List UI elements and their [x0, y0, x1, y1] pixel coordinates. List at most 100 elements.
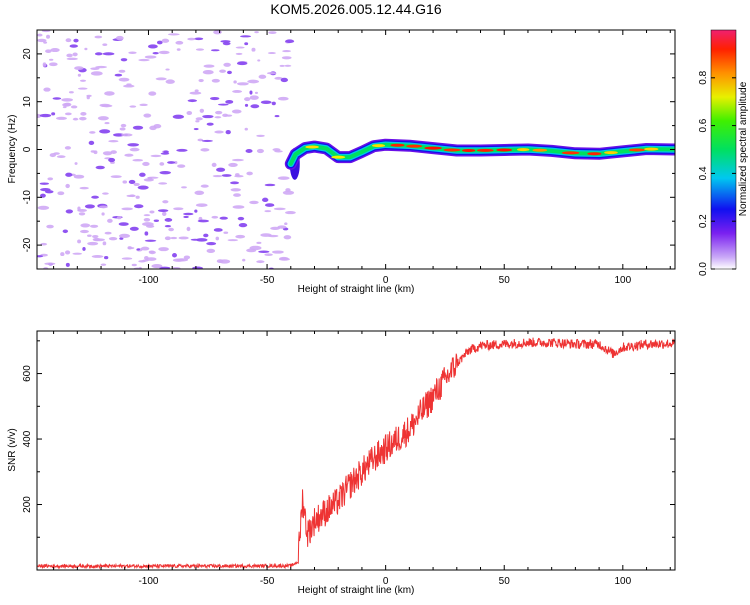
- noise-speckle: [194, 190, 205, 195]
- noise-speckle: [119, 237, 124, 240]
- snr-y-label: SNR (v/v): [7, 428, 18, 471]
- noise-speckle: [148, 91, 157, 96]
- noise-speckle: [77, 239, 82, 244]
- noise-speckle: [213, 30, 222, 35]
- noise-speckle: [164, 236, 171, 241]
- spectrogram-x-ticks: -100 -50 0 50 100: [53, 30, 671, 286]
- ridge-peak: [496, 148, 513, 152]
- noise-speckle: [124, 153, 134, 157]
- noise-speckle: [192, 266, 203, 269]
- noise-speckle: [211, 215, 219, 219]
- ridge-peak: [305, 145, 319, 149]
- noise-speckle: [64, 250, 71, 255]
- noise-speckle: [126, 194, 136, 198]
- noise-speckle: [77, 73, 81, 77]
- noise-speckle: [74, 66, 84, 71]
- snr-panel: -100 -50 0 50 100 200 400 600 Height of straig…: [7, 330, 676, 596]
- noise-speckle: [283, 235, 292, 240]
- noise-speckle: [256, 134, 265, 137]
- noise-speckle: [210, 96, 220, 101]
- noise-speckle: [108, 140, 119, 143]
- noise-speckle: [159, 170, 172, 175]
- noise-speckle: [223, 62, 231, 67]
- ridge-peak: [604, 151, 618, 155]
- noise-speckle: [64, 112, 72, 116]
- noise-speckle: [233, 80, 237, 84]
- noise-speckle: [68, 91, 74, 94]
- noise-speckle: [40, 242, 48, 246]
- noise-speckle: [80, 111, 87, 116]
- noise-speckle: [284, 222, 288, 226]
- ridge-peak: [424, 146, 442, 150]
- noise-speckle: [128, 51, 137, 55]
- noise-speckle: [148, 250, 155, 253]
- ridge-peak: [587, 152, 602, 156]
- noise-speckle: [211, 78, 220, 83]
- noise-speckle: [151, 263, 163, 269]
- noise-speckle: [165, 68, 170, 71]
- noise-speckle: [77, 206, 81, 211]
- noise-speckle: [264, 183, 276, 187]
- y-tick-label: -20: [22, 237, 33, 252]
- spectrogram-marks: [37, 30, 675, 269]
- noise-speckle: [139, 103, 148, 107]
- noise-speckle: [162, 200, 169, 204]
- noise-speckle: [167, 33, 180, 36]
- noise-speckle: [80, 223, 91, 228]
- noise-speckle: [120, 123, 127, 128]
- noise-speckle: [215, 110, 223, 115]
- y-tick-label: 200: [22, 496, 33, 513]
- noise-speckle: [256, 148, 264, 154]
- noise-speckle: [86, 94, 92, 97]
- chart-title: KOM5.2026.005.12.44.G16: [270, 1, 441, 17]
- noise-speckle: [211, 162, 217, 168]
- noise-speckle: [249, 95, 259, 100]
- noise-speckle: [250, 104, 260, 109]
- noise-speckle: [163, 150, 169, 154]
- noise-speckle: [70, 105, 78, 109]
- noise-speckle: [137, 185, 149, 190]
- ridge-peak: [628, 148, 646, 152]
- noise-speckle: [258, 250, 270, 254]
- noise-speckle: [279, 64, 285, 67]
- noise-speckle: [178, 236, 189, 240]
- ridge-peak: [443, 148, 461, 152]
- spectrogram-y-ticks: -20 -10 0 10 20: [22, 29, 675, 270]
- noise-speckle: [62, 229, 69, 234]
- noise-speckle: [262, 197, 269, 203]
- noise-speckle: [214, 130, 224, 134]
- noise-speckle: [94, 35, 103, 39]
- noise-speckle: [146, 257, 157, 261]
- noise-speckle: [268, 31, 277, 34]
- ridge-peak: [331, 155, 346, 159]
- noise-speckle: [202, 114, 214, 119]
- noise-speckle: [133, 182, 140, 187]
- noise-speckle: [222, 41, 231, 46]
- noise-speckle: [244, 42, 249, 46]
- colorbar-tick-label: 0.8: [698, 70, 709, 84]
- noise-speckle: [128, 179, 136, 184]
- noise-speckle: [175, 40, 184, 45]
- ridge-green-band: [288, 142, 675, 166]
- noise-speckle: [80, 229, 89, 234]
- noise-speckle: [235, 234, 246, 239]
- noise-speckle: [195, 238, 208, 242]
- noise-speckle: [49, 153, 56, 158]
- noise-speckle: [173, 207, 184, 211]
- noise-speckle: [168, 227, 174, 232]
- ridge-peak: [406, 144, 423, 148]
- noise-speckle: [242, 258, 246, 262]
- ridge-peak: [476, 148, 494, 152]
- noise-speckle: [217, 103, 229, 106]
- noise-speckle: [210, 49, 220, 52]
- ridge-peak: [517, 148, 530, 152]
- snr-y-ticks: 200 400 600: [22, 340, 675, 538]
- noise-speckle: [146, 224, 155, 228]
- noise-speckle: [143, 214, 151, 217]
- noise-speckle: [170, 236, 178, 240]
- noise-speckle: [195, 120, 200, 123]
- noise-speckle: [104, 256, 109, 260]
- noise-speckle: [132, 159, 144, 162]
- noise-speckle: [233, 193, 241, 197]
